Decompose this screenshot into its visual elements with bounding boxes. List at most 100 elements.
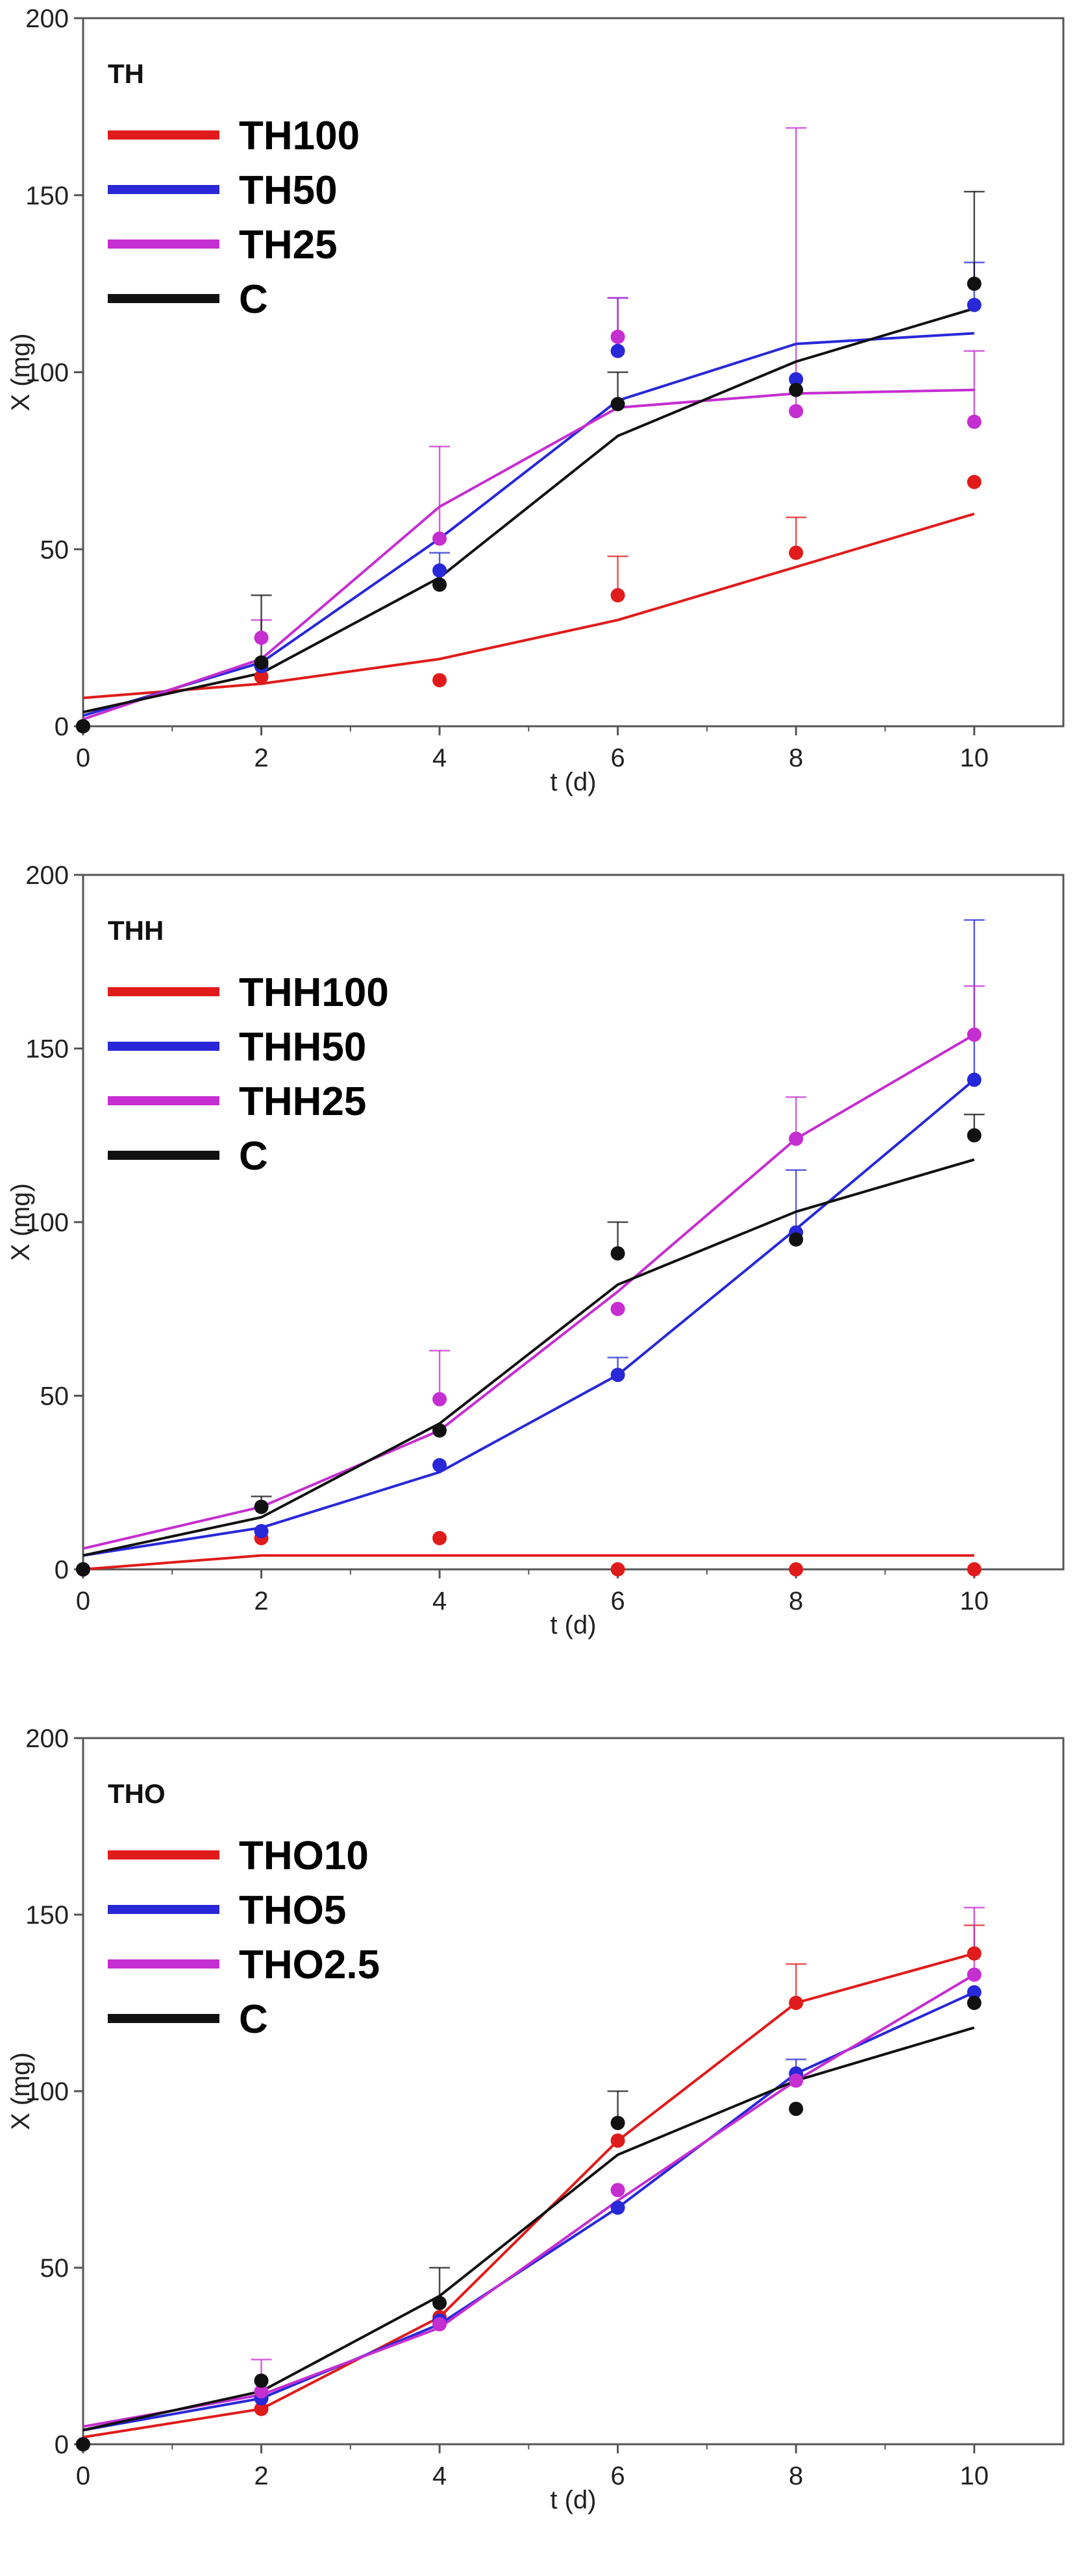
chart-tho-x-tick-label: 2 [254, 2462, 268, 2490]
chart-tho-legend-label-tho10: THO10 [239, 1834, 369, 1878]
chart-tho-legend-label-c: C [239, 1997, 268, 2042]
chart-thh-x-axis-title: t (d) [550, 1611, 596, 1639]
chart-thh-x-tick-label: 2 [254, 1587, 268, 1615]
chart-th-th50-point [967, 297, 982, 312]
chart-thh-thh25-point [432, 1392, 447, 1406]
chart-tho-legend-label-tho5: THO5 [239, 1888, 346, 1933]
chart-thh-c-point [610, 1246, 625, 1261]
chart-thh-thh100-point [967, 1562, 982, 1576]
chart-tho-c-point [967, 1996, 982, 2010]
chart-thh-thh25-point [610, 1301, 625, 1316]
chart-tho-x-tick-label: 6 [611, 2462, 625, 2490]
chart-thh-panel-title: THH [108, 915, 164, 946]
chart-tho-tho2-5-point [610, 2183, 625, 2198]
chart-tho-x-tick-label: 0 [76, 2462, 90, 2490]
chart-th-y-axis-title: X (mg) [6, 334, 35, 411]
chart-th-c-point [76, 719, 90, 733]
chart-tho-tho5-point [967, 1985, 982, 2000]
chart-th-th25-point [789, 404, 804, 419]
chart-thh-thh100-point [610, 1562, 625, 1576]
chart-tho-y-tick-label: 50 [40, 2254, 69, 2283]
chart-th-y-tick-label: 200 [25, 5, 69, 33]
chart-tho-tho10-point [967, 1946, 982, 1961]
chart-th-c-point [610, 397, 625, 411]
chart-tho-c-point [76, 2437, 90, 2451]
chart-th: 0 50 100 150 200 0 2 4 6 8 10 t (d) X (mg) TH TH100 TH5… [0, 0, 1077, 844]
chart-thh-y-tick-label: 100 [25, 1208, 69, 1237]
chart-th-y-tick-label: 150 [25, 182, 69, 210]
chart-th-x-tick-label: 10 [959, 744, 989, 772]
chart-thh-thh100-line [82, 1554, 974, 1571]
chart-tho-tho2-5-point [432, 2317, 447, 2332]
chart-thh-thh25-point [789, 1131, 804, 1146]
chart-th-th25-point [432, 531, 447, 546]
chart-th-th50-point [610, 343, 625, 358]
chart-thh-legend-label-thh50: THH50 [239, 1025, 366, 1070]
chart-thh-thh50-point [967, 1072, 982, 1087]
chart-th-th100-point [610, 588, 625, 603]
chart-thh-thh100-point [789, 1562, 804, 1576]
chart-thh-thh50-point [254, 1524, 269, 1539]
chart-tho-tho5-point [610, 2200, 625, 2215]
chart-th-legend-label-th50: TH50 [239, 168, 338, 213]
chart-thh-plot-frame [82, 874, 1065, 1571]
chart-thh-y-axis-title: X (mg) [6, 1183, 35, 1261]
chart-thh-x-tick-label: 6 [611, 1587, 625, 1615]
chart-th-th100-point [967, 474, 982, 489]
chart-tho-c-point [254, 2374, 269, 2388]
chart-tho-x-tick-label: 10 [959, 2462, 989, 2490]
chart-th-c-point [254, 655, 269, 670]
chart-thh-c-point [789, 1232, 804, 1247]
chart-tho-y-tick-label: 0 [55, 2431, 69, 2459]
chart-th-y-tick-label: 100 [25, 359, 69, 387]
chart-tho: 0 50 100 150 200 0 2 4 6 8 10 t (d) X (mg) THO THO10 TH… [0, 1720, 1077, 2564]
chart-thh-thh50-point [432, 1458, 447, 1473]
chart-thh-thh25-line [82, 1033, 975, 1550]
chart-tho-legend-label-tho2-5: THO2.5 [239, 1943, 380, 1987]
chart-tho-tho2-5-point [254, 2384, 269, 2399]
chart-th-legend-label-th25: TH25 [239, 223, 338, 267]
chart-th-x-tick-label: 8 [789, 744, 803, 772]
chart-thh-legend-label-c: C [239, 1134, 268, 1179]
chart-th-th100-point [789, 545, 804, 560]
chart-th-legend-label-th100: TH100 [239, 114, 360, 158]
chart-th-svg: 0 50 100 150 200 0 2 4 6 8 10 t (d) X (mg) TH TH100 TH5… [6, 5, 1065, 796]
chart-thh-y-tick-label: 0 [55, 1556, 69, 1584]
chart-th-y-tick-label: 0 [55, 713, 69, 741]
chart-tho-tho2-5-line [82, 1973, 975, 2428]
chart-th-panel-title: TH [108, 58, 144, 89]
chart-th-th50-point [789, 372, 804, 387]
chart-th-c-point [967, 276, 982, 291]
chart-tho-x-tick-label: 4 [432, 2462, 447, 2490]
chart-tho-tho2-5-point [967, 1967, 982, 1982]
chart-th-th100-point [254, 669, 269, 684]
chart-thh-thh100-point [432, 1530, 447, 1545]
chart-thh-y-tick-label: 150 [25, 1035, 69, 1064]
chart-thh-x-tick-label: 0 [76, 1587, 90, 1615]
chart-tho-svg: 0 50 100 150 200 0 2 4 6 8 10 t (d) X (mg) THO THO10 TH… [6, 1724, 1065, 2514]
chart-th-x-tick-label: 4 [432, 744, 447, 772]
chart-tho-plot-frame [82, 1737, 1065, 2446]
chart-thh-x-tick-label: 10 [959, 1587, 989, 1615]
chart-thh-thh25-point [967, 1027, 982, 1042]
chart-tho-tho5-line [82, 1991, 975, 2432]
chart-thh-c-point [76, 1562, 90, 1576]
chart-tho-tho10-point [610, 2133, 625, 2148]
chart-tho-y-axis-title: X (mg) [6, 2052, 35, 2130]
chart-tho-c-line [82, 2026, 975, 2432]
chart-tho-tho10-point [789, 1996, 804, 2010]
chart-th-c-line [82, 307, 975, 714]
chart-th-th100-point [432, 673, 447, 688]
chart-th-c-point [789, 382, 804, 397]
chart-tho-c-point [789, 2102, 804, 2116]
chart-thh-x-tick-label: 4 [432, 1587, 447, 1615]
chart-thh-y-tick-label: 50 [40, 1382, 69, 1411]
chart-th-th25-line [82, 388, 974, 720]
chart-th-th25-point [610, 329, 625, 344]
chart-th-x-tick-label: 0 [76, 744, 90, 772]
chart-tho-y-tick-label: 200 [25, 1724, 69, 1753]
chart-tho-y-tick-label: 150 [25, 1901, 69, 1930]
chart-thh-c-line [82, 1158, 975, 1557]
chart-th-x-axis-title: t (d) [550, 768, 596, 796]
chart-thh-thh50-point [610, 1368, 625, 1382]
